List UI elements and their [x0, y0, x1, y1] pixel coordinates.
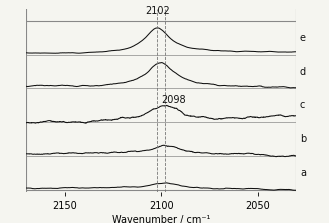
Text: a: a — [300, 168, 306, 178]
X-axis label: Wavenumber / cm⁻¹: Wavenumber / cm⁻¹ — [112, 215, 211, 223]
Text: e: e — [300, 33, 306, 43]
Text: 2102: 2102 — [145, 6, 170, 16]
Text: c: c — [300, 100, 305, 110]
Text: 2098: 2098 — [161, 95, 186, 105]
Text: d: d — [300, 67, 306, 76]
Text: b: b — [300, 134, 306, 144]
